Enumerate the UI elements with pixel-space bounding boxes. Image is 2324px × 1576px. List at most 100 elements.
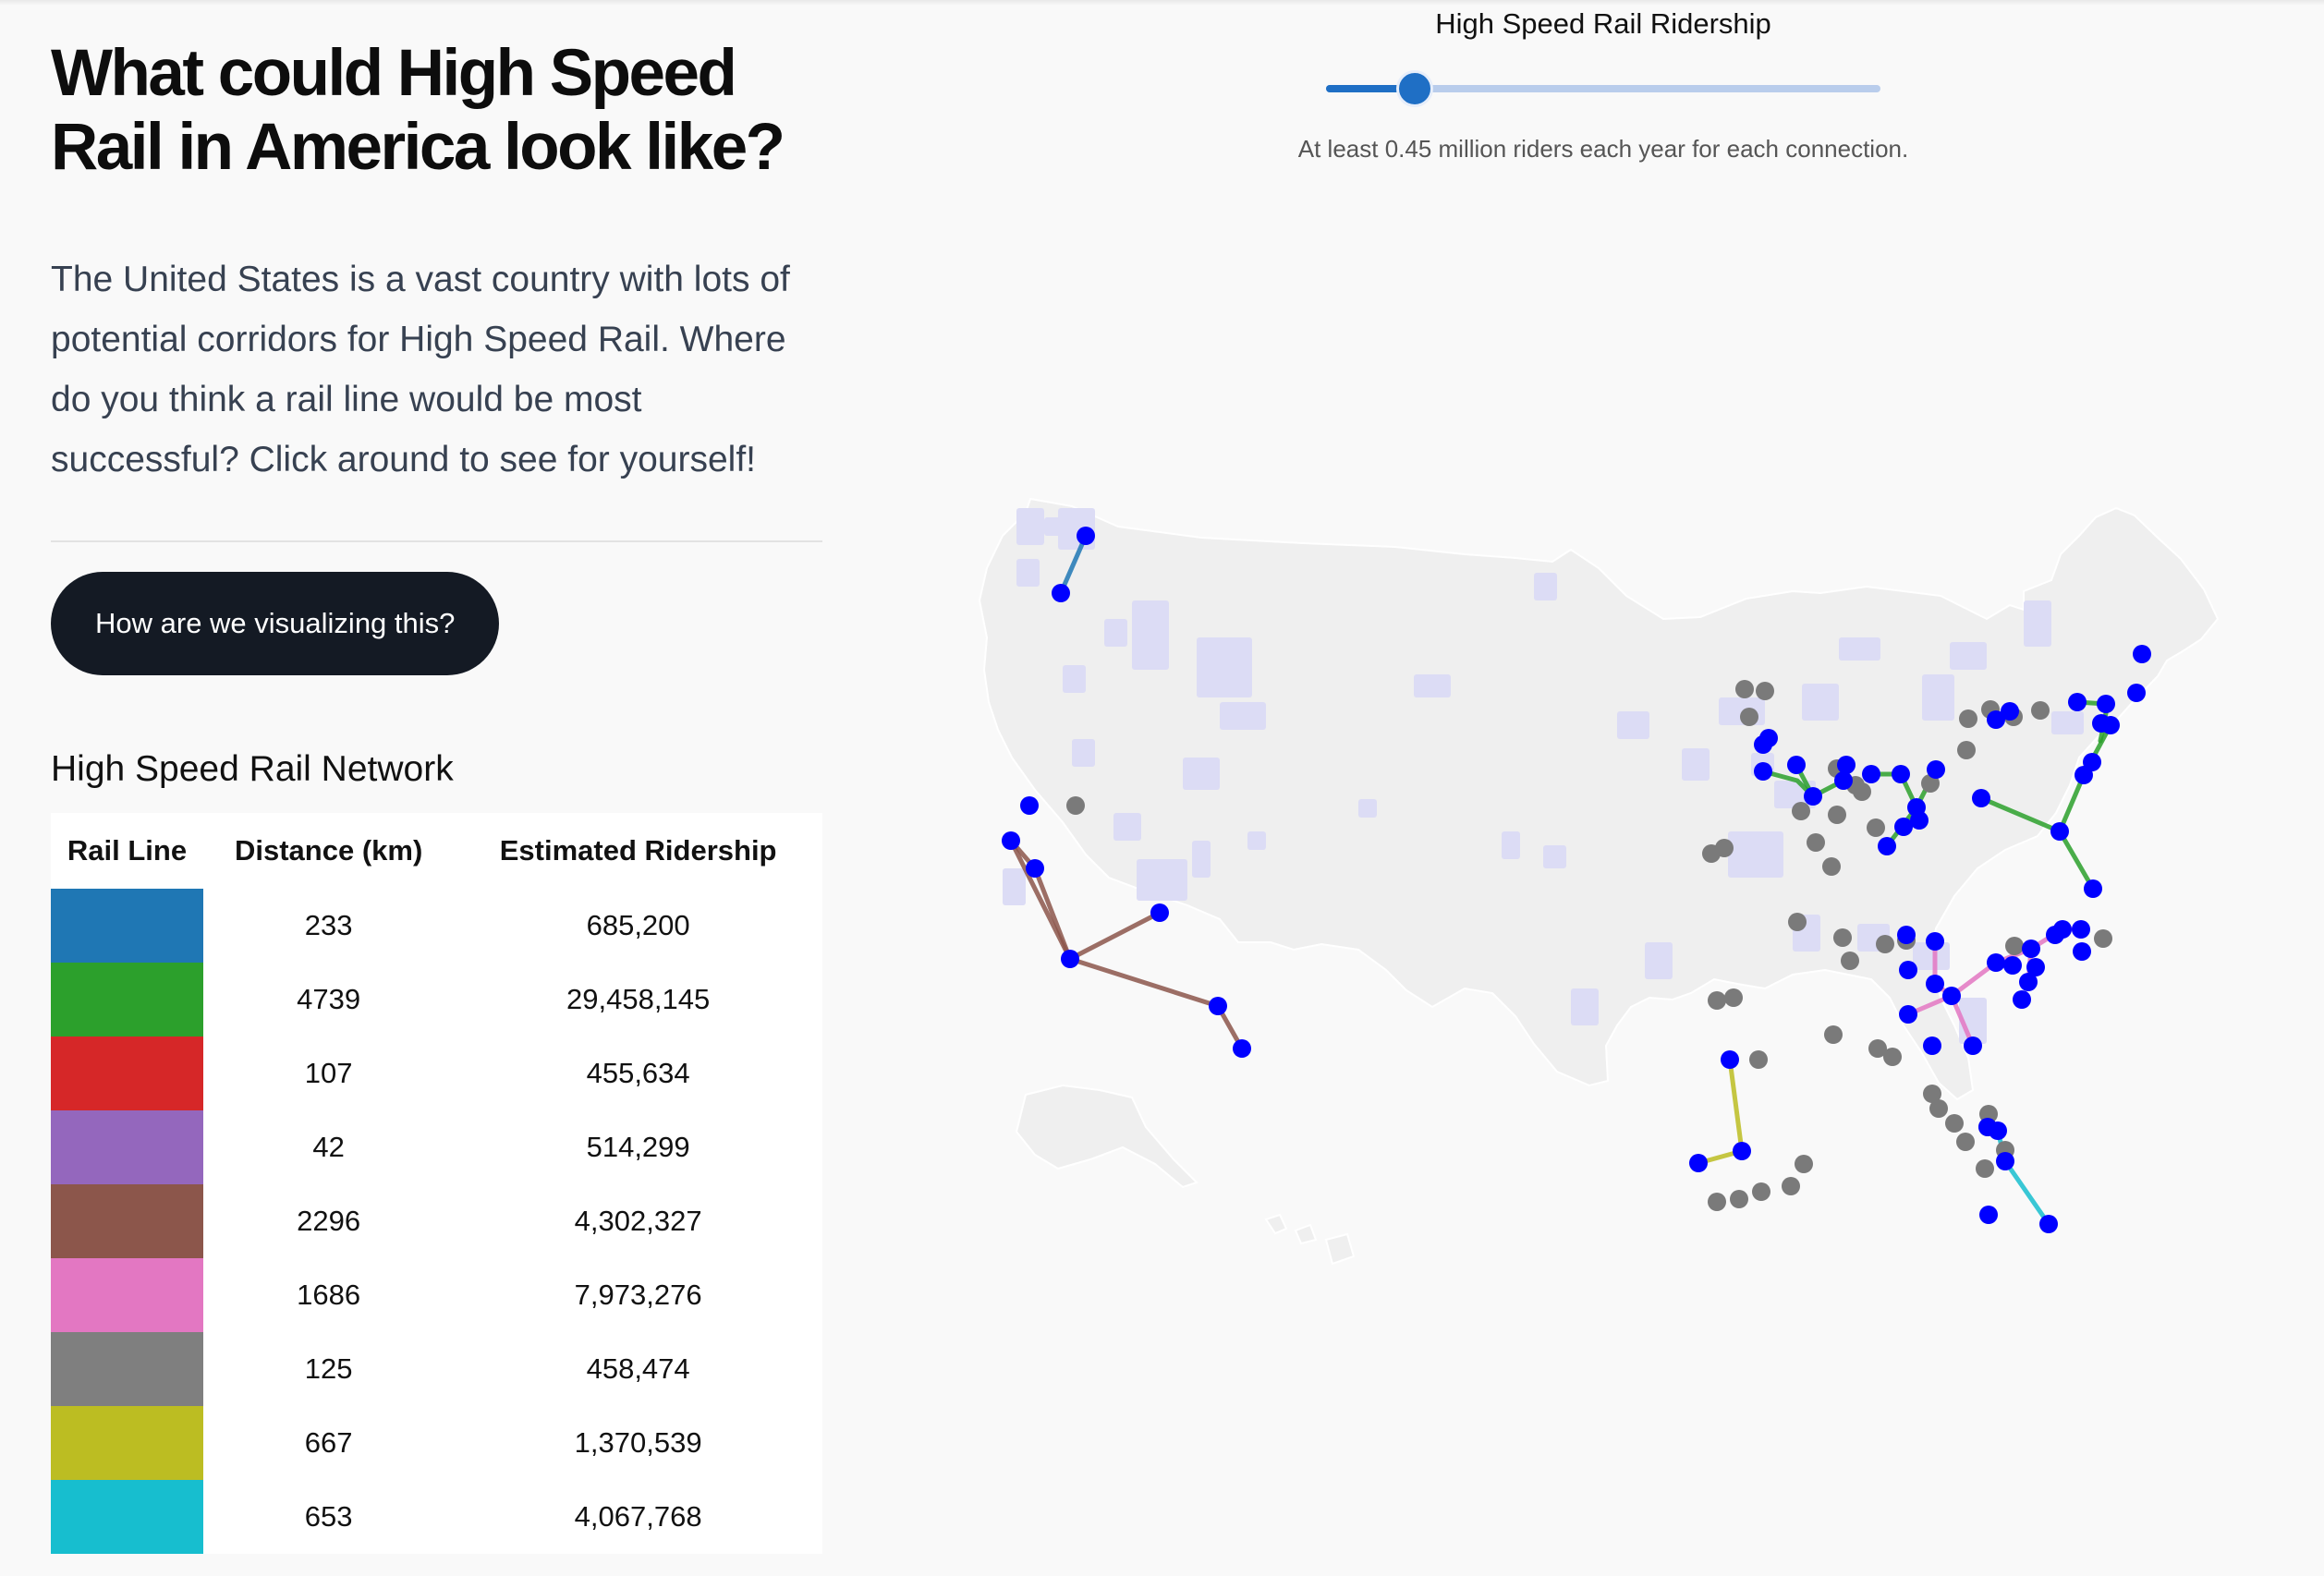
- city-node-unconnected[interactable]: [1956, 1133, 1975, 1151]
- city-node-connected[interactable]: [1002, 831, 1020, 850]
- city-node-connected[interactable]: [2092, 714, 2111, 733]
- city-node-connected[interactable]: [1689, 1154, 1708, 1172]
- city-node-connected[interactable]: [1209, 997, 1227, 1015]
- city-node-connected[interactable]: [1061, 950, 1079, 968]
- city-node-connected[interactable]: [1787, 756, 1806, 774]
- city-node-connected[interactable]: [2046, 926, 2064, 944]
- city-node-unconnected[interactable]: [1752, 1182, 1770, 1201]
- rail-line[interactable]: [1008, 838, 1162, 962]
- city-node-connected[interactable]: [2013, 990, 2031, 1009]
- city-node-unconnected[interactable]: [2031, 701, 2050, 720]
- city-node-connected[interactable]: [1020, 796, 1039, 815]
- ridership-slider[interactable]: [1326, 70, 1880, 107]
- city-node-unconnected[interactable]: [1795, 1155, 1813, 1173]
- city-node-unconnected[interactable]: [1807, 833, 1825, 852]
- city-node-unconnected[interactable]: [1792, 802, 1810, 820]
- city-node-connected[interactable]: [1721, 1050, 1739, 1069]
- city-node-connected[interactable]: [1754, 762, 1772, 781]
- city-node-unconnected[interactable]: [1883, 1048, 1902, 1066]
- city-node-unconnected[interactable]: [2005, 937, 2024, 955]
- city-node-unconnected[interactable]: [1756, 682, 1774, 700]
- slider-track[interactable]: [1326, 85, 1880, 92]
- city-node-unconnected[interactable]: [1868, 1039, 1887, 1058]
- city-node-unconnected[interactable]: [1867, 818, 1885, 837]
- city-node-connected[interactable]: [2003, 956, 2022, 975]
- city-node-connected[interactable]: [2083, 753, 2101, 771]
- city-node-connected[interactable]: [1987, 953, 2005, 972]
- city-node-connected[interactable]: [1899, 961, 1917, 979]
- city-node-unconnected[interactable]: [1841, 952, 1859, 970]
- city-node-connected[interactable]: [1926, 932, 1944, 951]
- city-node-unconnected[interactable]: [1959, 709, 1977, 728]
- city-node-unconnected[interactable]: [1828, 806, 1846, 824]
- city-node-unconnected[interactable]: [1921, 774, 1940, 793]
- table-row[interactable]: 4739 29,458,145: [51, 963, 822, 1037]
- city-node-unconnected[interactable]: [1929, 1099, 1948, 1118]
- city-node-connected[interactable]: [1804, 787, 1822, 806]
- rail-line[interactable]: [1008, 838, 1073, 962]
- city-node-connected[interactable]: [2001, 702, 2019, 721]
- table-row[interactable]: 107 455,634: [51, 1037, 822, 1110]
- city-node-unconnected[interactable]: [1976, 1159, 1994, 1178]
- city-node-unconnected[interactable]: [1782, 1177, 1800, 1195]
- table-row[interactable]: 233 685,200: [51, 889, 822, 963]
- city-node-connected[interactable]: [1996, 1152, 2014, 1170]
- table-row[interactable]: 653 4,067,768: [51, 1480, 822, 1554]
- us-rail-map[interactable]: [961, 480, 2273, 1293]
- city-node-connected[interactable]: [1987, 710, 2005, 729]
- city-node-unconnected[interactable]: [1708, 991, 1726, 1010]
- how-visualizing-button[interactable]: How are we visualizing this?: [51, 572, 500, 675]
- city-node-unconnected[interactable]: [1945, 1114, 1964, 1133]
- city-node-unconnected[interactable]: [1749, 1050, 1768, 1069]
- city-node-connected[interactable]: [1972, 789, 1990, 807]
- city-node-unconnected[interactable]: [1066, 796, 1085, 815]
- city-node-connected[interactable]: [2072, 920, 2090, 939]
- rail-line[interactable]: [1058, 533, 1089, 596]
- city-node-connected[interactable]: [1834, 771, 1853, 790]
- city-node-connected[interactable]: [1923, 1037, 1941, 1055]
- city-node-connected[interactable]: [1942, 987, 1961, 1005]
- city-node-connected[interactable]: [2050, 822, 2069, 841]
- city-node-connected[interactable]: [2127, 684, 2146, 702]
- city-node-connected[interactable]: [1862, 765, 1880, 783]
- city-node-unconnected[interactable]: [1740, 708, 1758, 726]
- city-node-connected[interactable]: [1964, 1037, 1982, 1055]
- city-node-connected[interactable]: [1837, 756, 1856, 774]
- city-node-connected[interactable]: [2073, 942, 2091, 961]
- table-row[interactable]: 2296 4,302,327: [51, 1184, 822, 1258]
- city-node-unconnected[interactable]: [1876, 935, 1894, 953]
- city-node-unconnected[interactable]: [1730, 1190, 1748, 1208]
- city-node-connected[interactable]: [1026, 859, 1044, 878]
- city-node-connected[interactable]: [2133, 645, 2151, 663]
- city-node-unconnected[interactable]: [1923, 1085, 1941, 1103]
- city-node-connected[interactable]: [1150, 903, 1169, 922]
- city-node-connected[interactable]: [1979, 1206, 1998, 1224]
- table-row[interactable]: 1686 7,973,276: [51, 1258, 822, 1332]
- city-node-connected[interactable]: [1899, 1005, 1917, 1024]
- city-node-connected[interactable]: [2039, 1215, 2058, 1233]
- slider-thumb[interactable]: [1396, 70, 1433, 107]
- city-node-unconnected[interactable]: [1708, 1193, 1726, 1211]
- city-node-unconnected[interactable]: [1824, 1025, 1843, 1044]
- city-node-unconnected[interactable]: [1724, 988, 1743, 1007]
- city-node-unconnected[interactable]: [1853, 782, 1871, 801]
- city-node-connected[interactable]: [1759, 729, 1778, 747]
- city-node-connected[interactable]: [2097, 695, 2115, 713]
- city-node-connected[interactable]: [2019, 973, 2038, 991]
- city-node-connected[interactable]: [2022, 940, 2040, 958]
- city-node-unconnected[interactable]: [1822, 857, 1841, 876]
- city-node-unconnected[interactable]: [1833, 928, 1852, 947]
- city-node-unconnected[interactable]: [1735, 680, 1754, 698]
- city-node-unconnected[interactable]: [1957, 741, 1976, 759]
- city-node-connected[interactable]: [1927, 760, 1945, 779]
- city-node-connected[interactable]: [1910, 811, 1929, 830]
- table-row[interactable]: 667 1,370,539: [51, 1406, 822, 1480]
- city-node-connected[interactable]: [2068, 693, 2087, 711]
- city-node-connected[interactable]: [2084, 879, 2102, 898]
- city-node-connected[interactable]: [1892, 765, 1910, 783]
- city-node-connected[interactable]: [1978, 1118, 1997, 1136]
- city-node-connected[interactable]: [2026, 958, 2045, 976]
- city-node-unconnected[interactable]: [2094, 929, 2112, 948]
- city-node-connected[interactable]: [1052, 584, 1070, 602]
- city-node-connected[interactable]: [1733, 1142, 1751, 1160]
